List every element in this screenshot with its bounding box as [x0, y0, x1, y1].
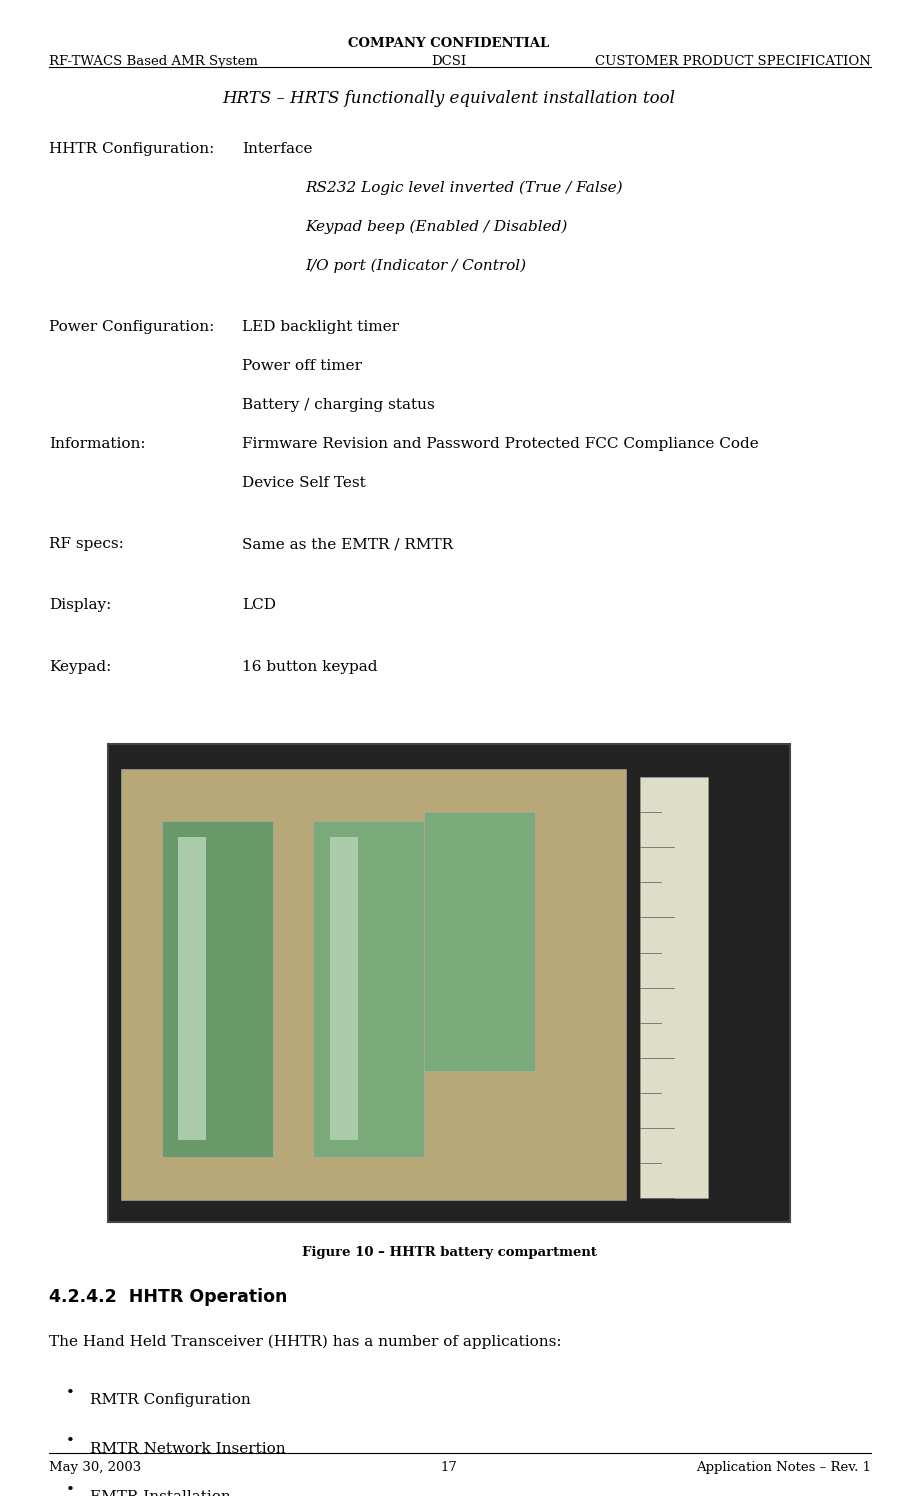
- Text: 4.2.4.2  HHTR Operation: 4.2.4.2 HHTR Operation: [49, 1288, 287, 1306]
- Text: Keypad beep (Enabled / Disabled): Keypad beep (Enabled / Disabled): [305, 220, 568, 235]
- Text: RF-TWACS Based AMR System: RF-TWACS Based AMR System: [49, 55, 259, 69]
- Bar: [424, 812, 535, 1071]
- Text: The Hand Held Transceiver (HHTR) has a number of applications:: The Hand Held Transceiver (HHTR) has a n…: [49, 1334, 562, 1349]
- Bar: [179, 838, 206, 1140]
- Text: LED backlight timer: LED backlight timer: [242, 320, 400, 334]
- Bar: [313, 821, 424, 1156]
- Bar: [640, 776, 709, 1198]
- Bar: [162, 821, 273, 1156]
- Text: Information:: Information:: [49, 437, 146, 450]
- Text: I/O port (Indicator / Control): I/O port (Indicator / Control): [305, 259, 526, 274]
- Bar: [121, 769, 626, 1200]
- Text: 17: 17: [441, 1460, 457, 1474]
- Bar: [330, 838, 357, 1140]
- Text: RS232 Logic level inverted (True / False): RS232 Logic level inverted (True / False…: [305, 181, 623, 196]
- Text: DCSI: DCSI: [431, 55, 467, 69]
- Text: May 30, 2003: May 30, 2003: [49, 1460, 142, 1474]
- Text: Power off timer: Power off timer: [242, 359, 363, 373]
- Text: •: •: [66, 1435, 75, 1448]
- Text: Interface: Interface: [242, 142, 313, 156]
- Text: •: •: [66, 1483, 75, 1496]
- Text: Battery / charging status: Battery / charging status: [242, 398, 436, 411]
- Text: EMTR Installation: EMTR Installation: [90, 1490, 231, 1496]
- Text: LCD: LCD: [242, 598, 277, 612]
- Text: Device Self Test: Device Self Test: [242, 476, 366, 489]
- Text: Firmware Revision and Password Protected FCC Compliance Code: Firmware Revision and Password Protected…: [242, 437, 759, 450]
- Text: CUSTOMER PRODUCT SPECIFICATION: CUSTOMER PRODUCT SPECIFICATION: [595, 55, 871, 69]
- Text: Same as the EMTR / RMTR: Same as the EMTR / RMTR: [242, 537, 453, 551]
- Text: Figure 10 – HHTR battery compartment: Figure 10 – HHTR battery compartment: [302, 1246, 596, 1260]
- Text: Power Configuration:: Power Configuration:: [49, 320, 215, 334]
- Text: RF specs:: RF specs:: [49, 537, 124, 551]
- Bar: [108, 744, 790, 1222]
- Text: Application Notes – Rev. 1: Application Notes – Rev. 1: [696, 1460, 871, 1474]
- Text: Keypad:: Keypad:: [49, 660, 111, 673]
- Text: 16 button keypad: 16 button keypad: [242, 660, 378, 673]
- Text: RMTR Network Insertion: RMTR Network Insertion: [90, 1442, 286, 1456]
- Text: COMPANY CONFIDENTIAL: COMPANY CONFIDENTIAL: [348, 37, 550, 51]
- Text: RMTR Configuration: RMTR Configuration: [90, 1393, 251, 1408]
- Text: Display:: Display:: [49, 598, 111, 612]
- Text: HRTS – HRTS functionally equivalent installation tool: HRTS – HRTS functionally equivalent inst…: [223, 90, 675, 106]
- Text: •: •: [66, 1385, 75, 1400]
- Text: HHTR Configuration:: HHTR Configuration:: [49, 142, 215, 156]
